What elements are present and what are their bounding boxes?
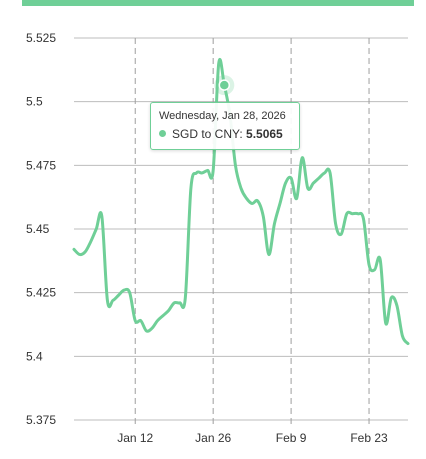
chart-grid: [74, 37, 408, 426]
y-tick-label: 5.425: [26, 286, 56, 300]
x-tick-label: Jan 26: [195, 431, 231, 445]
tooltip: Wednesday, Jan 28, 2026 SGD to CNY: 5.50…: [150, 102, 300, 150]
x-tick-label: Feb 23: [350, 431, 388, 445]
top-accent-bar: [22, 0, 414, 6]
tooltip-date: Wednesday, Jan 28, 2026: [159, 110, 286, 122]
y-tick-label: 5.375: [26, 413, 56, 427]
y-tick-label: 5.475: [26, 158, 56, 172]
x-tick-label: Jan 12: [117, 431, 153, 445]
y-tick-label: 5.4: [26, 349, 43, 363]
y-tick-label: 5.45: [26, 222, 50, 236]
y-tick-label: 5.5: [26, 95, 43, 109]
tooltip-value: 5.5065: [246, 127, 283, 141]
tooltip-series-dot: [159, 130, 166, 138]
highlight-point: [218, 79, 231, 91]
x-axis-ticks: Jan 12 Jan 26 Feb 9 Feb 23: [117, 431, 388, 445]
tooltip-row: SGD to CNY: 5.5065: [159, 127, 291, 141]
tooltip-series-label: SGD to CNY:: [172, 127, 243, 141]
y-tick-label: 5.525: [26, 31, 56, 45]
x-tick-label: Feb 9: [276, 431, 307, 445]
series-line-sgd-cny: [72, 58, 410, 346]
y-axis-ticks: 5.525 5.5 5.475 5.45 5.425 5.4 5.375: [26, 31, 56, 427]
